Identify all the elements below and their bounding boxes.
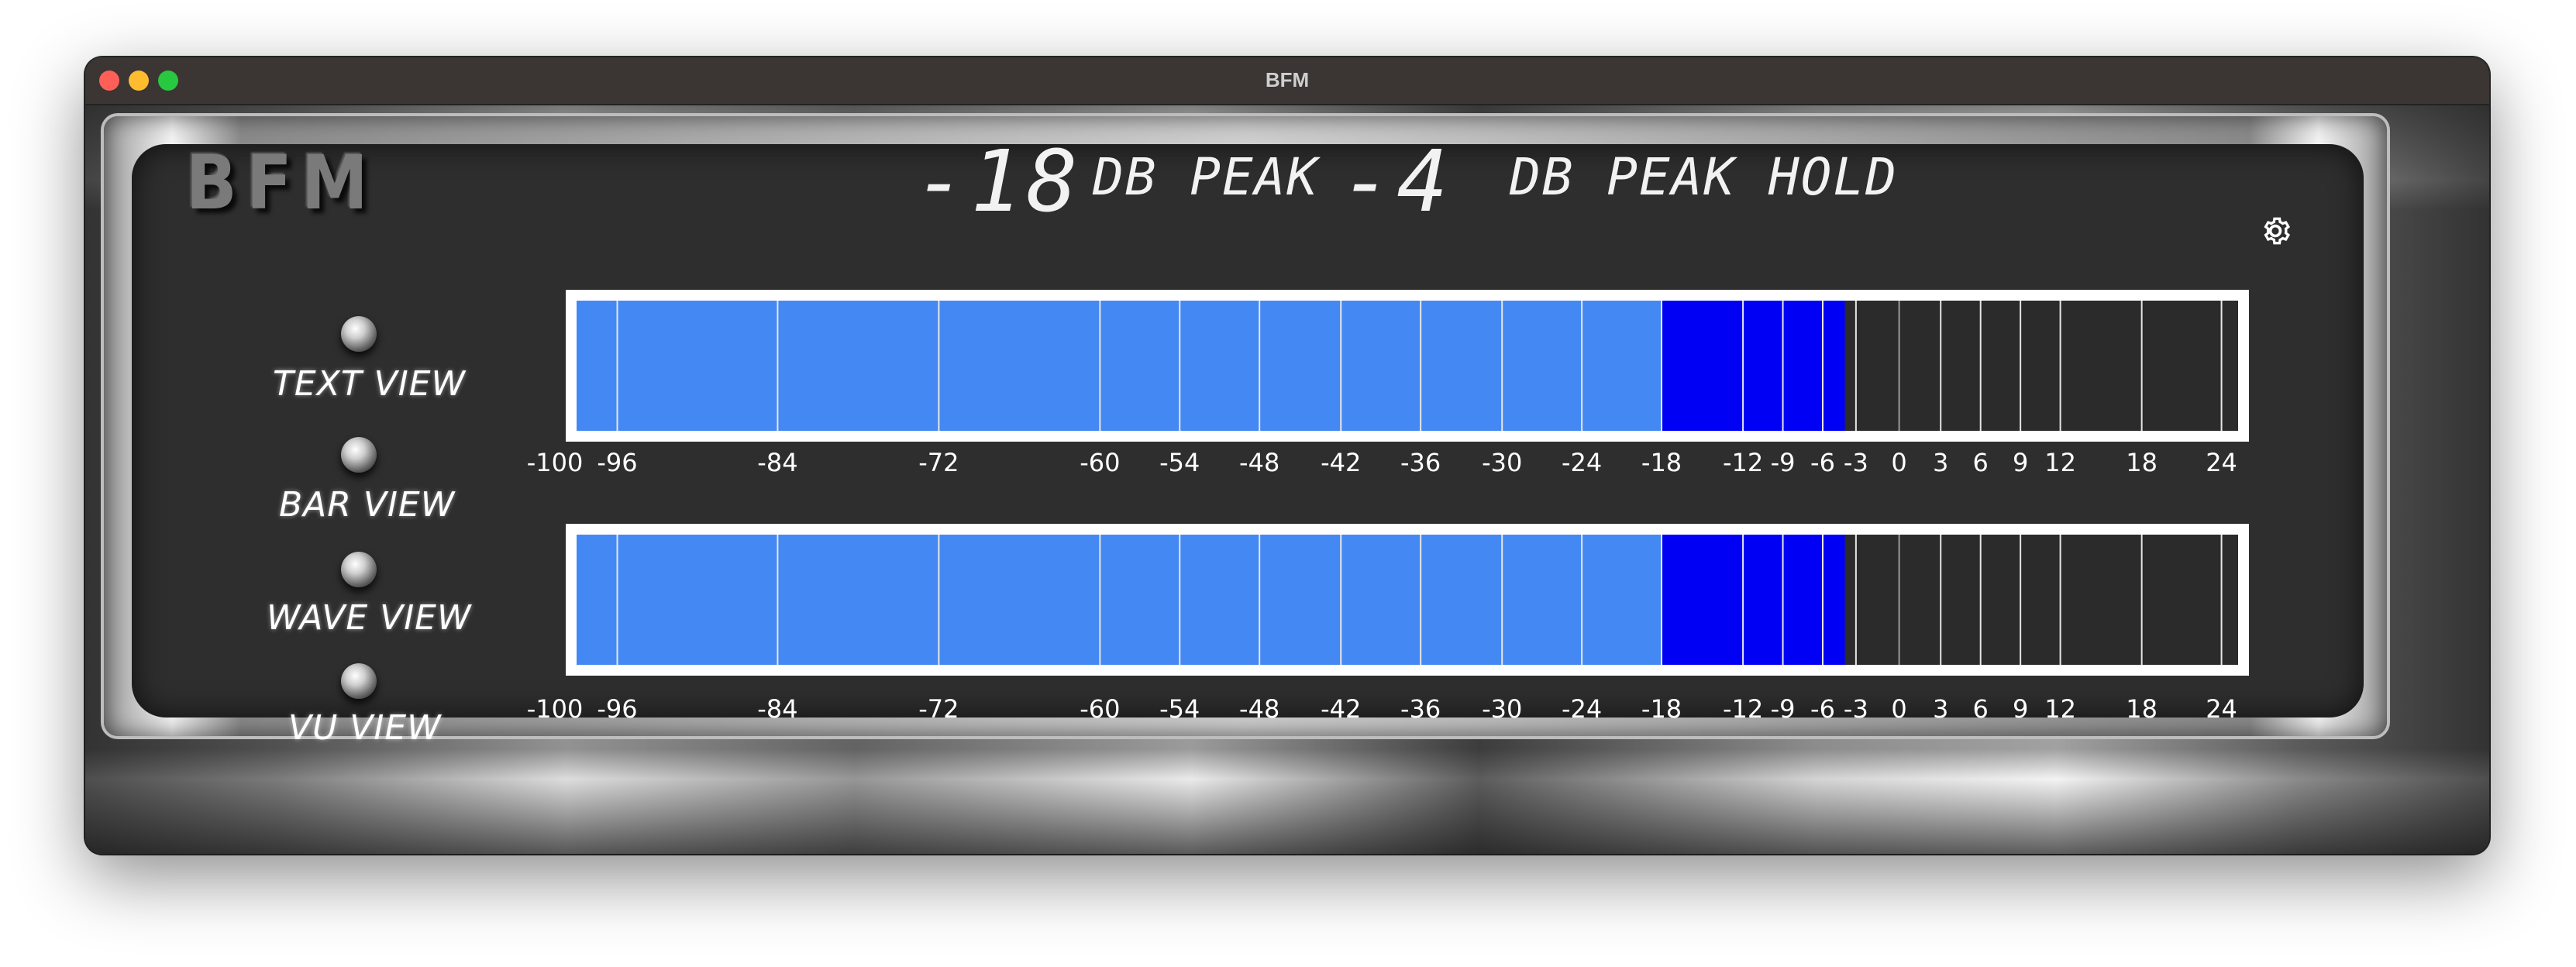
meter-2-scale: -100 -96 -84 -72 -60 -54 -48 -42 -36 -30 -24 -18 -12… bbox=[0, 694, 2576, 725]
scale-tick-label: -96 bbox=[597, 448, 638, 477]
scale-tick-label: -18 bbox=[1641, 448, 1682, 477]
scale-tick-label: 0 bbox=[1891, 448, 1907, 477]
scale-tick-label: -54 bbox=[1159, 694, 1200, 724]
scale-tick-label: -48 bbox=[1239, 448, 1280, 477]
close-window-button[interactable] bbox=[99, 71, 119, 91]
scale-tick-label: -54 bbox=[1159, 448, 1200, 477]
scale-tick-label: -72 bbox=[918, 448, 959, 477]
level-fill-bar bbox=[577, 535, 1662, 665]
scale-tick-label: -9 bbox=[1770, 694, 1796, 724]
peak-hold-fill-bar bbox=[1662, 535, 1845, 665]
scale-tick-label: -36 bbox=[1400, 448, 1441, 477]
scale-tick-label: -100 bbox=[526, 694, 584, 724]
scale-tick-label: -18 bbox=[1641, 694, 1682, 724]
level-fill-bar bbox=[577, 301, 1662, 431]
scale-tick-label: -36 bbox=[1400, 694, 1441, 724]
scale-tick-label: -9 bbox=[1770, 448, 1796, 477]
meter-2-svg bbox=[577, 535, 2223, 665]
bar-view-knob[interactable] bbox=[341, 437, 377, 473]
scale-tick-label: -12 bbox=[1722, 448, 1764, 477]
vu-view-knob[interactable] bbox=[341, 663, 377, 699]
scale-tick-label: -48 bbox=[1239, 694, 1280, 724]
scale-tick-label: 24 bbox=[2206, 694, 2237, 724]
wave-view-label[interactable]: WAVE VIEW bbox=[267, 598, 472, 638]
peak-label: DB PEAK bbox=[1093, 147, 1320, 207]
scale-tick-label: -72 bbox=[918, 694, 959, 724]
scale-tick-label: 6 bbox=[1972, 694, 1989, 724]
peak-hold-fill-bar bbox=[1662, 301, 1845, 431]
scale-tick-label: -3 bbox=[1843, 694, 1868, 724]
scale-tick-label: 18 bbox=[2126, 448, 2158, 477]
scale-tick-label: -42 bbox=[1321, 448, 1362, 477]
scale-tick-label: -24 bbox=[1561, 694, 1603, 724]
scale-tick-label: -42 bbox=[1321, 694, 1362, 724]
scale-tick-label: 24 bbox=[2206, 448, 2237, 477]
meter-1-scale: -100 -96 -84 -72 -60 -54 -48 -42 -36 -30 -24 -18 -12… bbox=[0, 448, 2576, 479]
scale-tick-label: 9 bbox=[2012, 448, 2029, 477]
scale-tick-label: 0 bbox=[1891, 694, 1907, 724]
meter-1-svg bbox=[577, 301, 2223, 431]
scale-tick-label: -60 bbox=[1080, 694, 1121, 724]
text-view-label[interactable]: TEXT VIEW bbox=[273, 364, 467, 404]
level-meter-channel-1 bbox=[566, 290, 2249, 442]
scale-tick-label: 18 bbox=[2126, 694, 2158, 724]
scale-tick-label: 3 bbox=[1933, 694, 1949, 724]
vu-view-label[interactable]: VU VIEW bbox=[288, 708, 442, 748]
text-view-knob[interactable] bbox=[341, 316, 377, 352]
level-meter-channel-2 bbox=[566, 524, 2249, 676]
scale-tick-label: 9 bbox=[2012, 694, 2029, 724]
window-title: BFM bbox=[1265, 68, 1310, 91]
scale-tick-label: 3 bbox=[1933, 448, 1949, 477]
peak-value-readout: -18 bbox=[914, 132, 1083, 231]
scale-tick-label: -100 bbox=[526, 448, 584, 477]
scale-tick-label: -30 bbox=[1482, 694, 1523, 724]
scale-tick-label: -12 bbox=[1722, 694, 1764, 724]
scale-tick-label: 6 bbox=[1972, 448, 1989, 477]
scale-tick-label: -6 bbox=[1810, 448, 1835, 477]
scale-tick-label: -84 bbox=[757, 448, 798, 477]
wave-view-knob[interactable] bbox=[341, 552, 377, 587]
scale-tick-label: 12 bbox=[2044, 694, 2076, 724]
title-bar: BFM bbox=[85, 57, 2489, 105]
scale-tick-label: -60 bbox=[1080, 448, 1121, 477]
scale-tick-label: -3 bbox=[1843, 448, 1868, 477]
minimize-window-button[interactable] bbox=[129, 71, 149, 91]
scale-tick-label: -24 bbox=[1561, 448, 1603, 477]
zoom-window-button[interactable] bbox=[158, 71, 178, 91]
gear-icon[interactable] bbox=[2258, 214, 2292, 248]
scale-tick-label: 12 bbox=[2044, 448, 2076, 477]
scale-tick-label: -30 bbox=[1482, 448, 1523, 477]
bar-view-label[interactable]: BAR VIEW bbox=[279, 485, 456, 525]
peak-hold-label: DB PEAK HOLD bbox=[1510, 147, 1898, 207]
peak-hold-value-readout: -4 bbox=[1341, 132, 1453, 231]
scale-tick-label: -6 bbox=[1810, 694, 1835, 724]
scale-tick-label: -96 bbox=[597, 694, 638, 724]
scale-tick-label: -84 bbox=[757, 694, 798, 724]
bfm-logo: BFM bbox=[186, 139, 377, 226]
